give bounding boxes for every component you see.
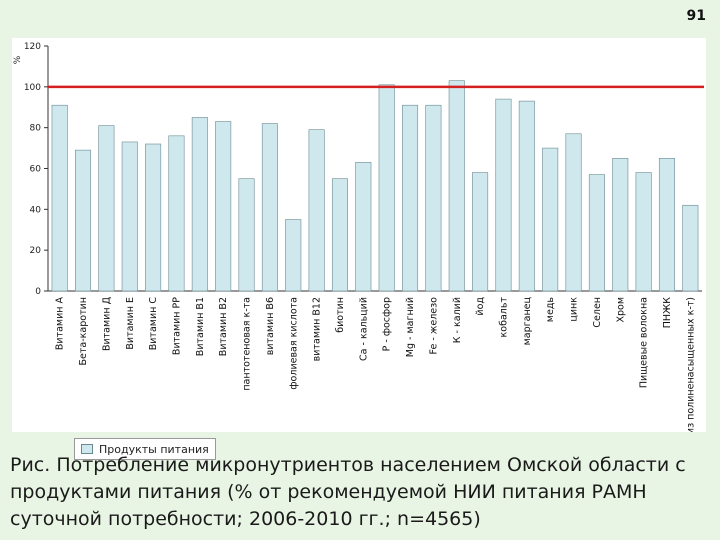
bar: [682, 204, 699, 292]
x-tick-label: медь: [545, 297, 556, 323]
legend-label: Продукты питания: [99, 442, 209, 456]
bar: [518, 100, 535, 292]
bar: [145, 143, 162, 292]
bar: [635, 172, 652, 292]
bar: [425, 104, 442, 292]
x-tick-label: Са - кальций: [358, 297, 369, 361]
bar: [168, 135, 185, 292]
x-tick-label: витамин В12: [312, 297, 323, 361]
bar: [542, 147, 559, 292]
x-tick-label: Витамин РР: [171, 297, 182, 355]
bar: [75, 149, 92, 292]
x-tick-label: Витамин С: [148, 297, 159, 351]
x-tick-label: биотин: [335, 297, 346, 333]
x-tick-label: фолиевая кислота: [288, 297, 299, 390]
bar: [402, 104, 419, 292]
bar: [238, 178, 255, 292]
bar: [495, 98, 512, 292]
y-tick-label: 40: [30, 205, 42, 215]
x-tick-label: Mg - магний: [405, 297, 416, 357]
chart-panel: 0 20 40 60 80 100 120% Витамин А Бета-каротин Вит…: [12, 38, 706, 460]
x-tick-label: кобальт: [498, 297, 509, 338]
bar: [215, 121, 232, 292]
x-tick-label: Р - фосфор: [382, 297, 393, 351]
bar: [285, 219, 302, 292]
bar: [331, 178, 348, 292]
x-tick-label: Хром: [615, 297, 626, 323]
figure-caption: Рис. Потребление микронутриентов населен…: [10, 454, 686, 530]
x-tick-label: Fe - железо: [428, 297, 439, 355]
bar: [355, 162, 372, 292]
bar: [121, 141, 138, 292]
bar-chart: 0 20 40 60 80 100 120% Витамин А Бета-каротин Вит…: [13, 42, 704, 432]
x-tick-label: Витамин Е: [125, 297, 136, 350]
x-tick-label: Витамин В2: [218, 297, 229, 356]
bar: [98, 125, 115, 292]
y-tick-label: 100: [24, 83, 41, 93]
x-tick-label: Витамин В1: [195, 297, 206, 356]
y-tick-label: 20: [30, 246, 42, 256]
x-tick-label: пантотеновая к-та: [242, 297, 253, 391]
y-tick-label: 120: [24, 42, 41, 52]
x-tick-label: Витамин А: [55, 297, 66, 351]
x-tick-label: Бета-каротин: [78, 297, 89, 365]
bar: [658, 157, 675, 292]
bar: [565, 133, 582, 292]
x-tick-label: йод: [475, 297, 486, 316]
page-number: 91: [686, 8, 706, 24]
x-tick-label: марганец: [522, 296, 533, 345]
chart-legend: Продукты питания: [74, 438, 216, 460]
y-tick-label: 80: [30, 124, 42, 134]
legend-swatch: [81, 444, 93, 454]
bar: [51, 104, 68, 292]
x-tick-label: W 3 (из полиненасыщенных к-т): [685, 297, 696, 432]
x-tick-label: К - калий: [452, 297, 463, 343]
bar: [448, 80, 465, 292]
y-tick-label: 0: [35, 287, 41, 297]
x-tick-label: Пищевые волокна: [639, 297, 650, 388]
bar: [378, 84, 395, 292]
x-tick-label: Селен: [592, 297, 603, 328]
x-tick-label: ПНЖК: [662, 297, 673, 329]
bar: [588, 174, 605, 292]
bar: [308, 129, 325, 292]
bar: [191, 117, 208, 292]
x-tick-label: витамин В6: [265, 297, 276, 355]
y-axis-label: %: [13, 55, 23, 64]
bar: [261, 123, 278, 292]
bar: [612, 157, 629, 292]
y-tick-label: 60: [30, 165, 42, 175]
x-tick-label: цинк: [569, 297, 580, 322]
bar: [472, 172, 489, 292]
x-tick-label: Витамин Д: [101, 297, 112, 351]
